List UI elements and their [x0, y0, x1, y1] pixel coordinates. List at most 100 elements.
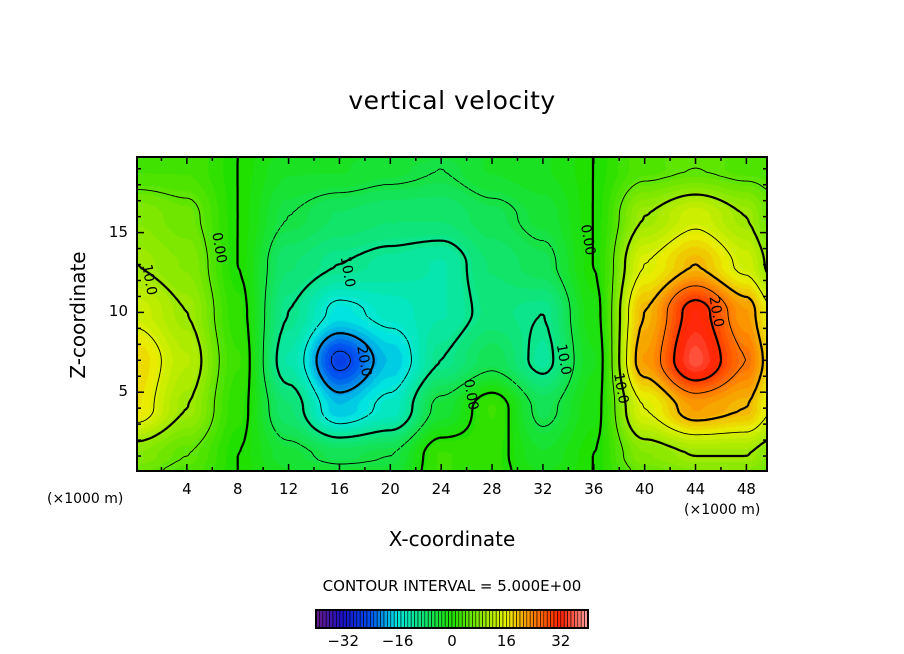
colorbar: [315, 609, 589, 629]
x-unit-label-right: (×1000 m): [684, 502, 761, 518]
colorbar-swatch: [499, 609, 504, 629]
colorbar-swatch: [526, 609, 531, 629]
colorbar-swatch: [502, 609, 507, 629]
contour-label: 0.00: [208, 231, 229, 264]
x-tick-label: 32: [533, 480, 553, 498]
x-tick-label: 8: [232, 480, 243, 498]
colorbar-swatch: [577, 609, 582, 629]
colorbar-swatch: [404, 609, 409, 629]
colorbar-tick-label: 32: [551, 632, 571, 650]
contour-label: 10.0: [610, 372, 631, 405]
contour-line-neg20: [315, 332, 375, 394]
x-tick-label: 12: [279, 480, 299, 498]
contour-line-neg25: [330, 350, 352, 372]
colorbar-swatch: [536, 609, 541, 629]
colorbar-swatch: [329, 609, 334, 629]
x-tick-label: 48: [736, 480, 756, 498]
colorbar-swatch: [427, 609, 432, 629]
colorbar-swatch: [512, 609, 517, 629]
colorbar-swatch: [567, 609, 572, 629]
colorbar-swatch: [359, 609, 364, 629]
colorbar-swatch: [373, 609, 378, 629]
colorbar-swatch: [458, 609, 463, 629]
colorbar-swatch: [346, 609, 351, 629]
contour-interval-text: CONTOUR INTERVAL = 5.000E+00: [322, 577, 582, 595]
colorbar-swatch: [424, 609, 429, 629]
colorbar-swatch: [434, 609, 439, 629]
colorbar-swatch: [468, 609, 473, 629]
colorbar-swatch: [563, 609, 568, 629]
colorbar-swatch: [557, 609, 562, 629]
colorbar-swatch: [441, 609, 446, 629]
colorbar-swatch: [495, 609, 500, 629]
contour-line-30: [673, 298, 723, 382]
y-tick-label: 15: [108, 222, 128, 241]
x-tick-label: 4: [182, 480, 192, 498]
colorbar-tick-label: 0: [447, 632, 457, 650]
filled-contour-field: [136, 156, 768, 472]
colorbar-swatch: [383, 609, 388, 629]
colorbar-swatch: [448, 609, 453, 629]
colorbar-swatch: [580, 609, 585, 629]
colorbar-swatch: [533, 609, 538, 629]
colorbar-swatch: [366, 609, 371, 629]
colorbar-swatch: [546, 609, 551, 629]
plot-frame: [136, 156, 768, 472]
colorbar-swatch: [356, 609, 361, 629]
contour-line-neg15: [303, 299, 412, 425]
colorbar-swatch: [553, 609, 558, 629]
colorbar-swatch: [353, 609, 358, 629]
colorbar-swatch: [451, 609, 456, 629]
contour-line-15: [136, 228, 768, 436]
colorbar-tick-label: −16: [381, 632, 414, 650]
colorbar-swatch: [560, 609, 565, 629]
colorbar-swatch: [475, 609, 480, 629]
colorbar-swatch: [349, 609, 354, 629]
colorbar-swatch: [417, 609, 422, 629]
colorbar-swatch: [322, 609, 327, 629]
colorbar-swatch: [431, 609, 436, 629]
plot-area: 10.0 0.00 10.0 20.0 0.00 10.0 0.00 10.0 20.0: [136, 156, 768, 472]
colorbar-swatch: [444, 609, 449, 629]
colorbar-swatch: [363, 609, 368, 629]
colorbar-swatch: [465, 609, 470, 629]
colorbar-swatch: [407, 609, 412, 629]
colorbar-swatch: [543, 609, 548, 629]
colorbar-swatch: [455, 609, 460, 629]
contour-label: 10.0: [337, 255, 358, 288]
colorbar-swatch: [410, 609, 415, 629]
colorbar-swatch: [332, 609, 337, 629]
contour-label: 0.00: [577, 223, 598, 256]
contour-line-5: [136, 167, 768, 472]
x-tick-label: 36: [584, 480, 604, 498]
contour-line-neg5: [262, 168, 575, 465]
colorbar-swatch: [336, 609, 341, 629]
contour-label: 0.00: [460, 378, 481, 411]
colorbar-swatch: [370, 609, 375, 629]
colorbar-swatch: [325, 609, 330, 629]
colorbar-swatch: [509, 609, 514, 629]
x-axis-label: X-coordinate: [388, 527, 516, 551]
colorbar-swatch: [506, 609, 511, 629]
contour-overlay: 10.0 0.00 10.0 20.0 0.00 10.0 0.00 10.0 20.0: [136, 156, 768, 472]
contour-label: 10.0: [553, 343, 574, 376]
colorbar-tick-label: −32: [327, 632, 360, 650]
contour-line-0: [236, 156, 604, 472]
y-tick-label: 5: [118, 382, 128, 401]
colorbar-swatch: [380, 609, 385, 629]
colorbar-swatch: [478, 609, 483, 629]
colorbar-swatch: [482, 609, 487, 629]
contour-label: 20.0: [705, 295, 726, 328]
x-tick-label: 16: [329, 480, 349, 498]
colorbar-swatch: [339, 609, 344, 629]
x-unit-label-left: (×1000 m): [47, 491, 124, 507]
y-tick-label: 10: [108, 302, 128, 321]
colorbar-swatch: [400, 609, 405, 629]
contour-label: 20.0: [353, 344, 374, 377]
x-tick-label: 20: [380, 480, 400, 498]
colorbar-swatch: [472, 609, 477, 629]
contour-line-10: [136, 193, 768, 458]
x-tick-label: 44: [685, 480, 706, 498]
colorbar-swatch: [516, 609, 521, 629]
contour-line-20: [634, 263, 764, 422]
